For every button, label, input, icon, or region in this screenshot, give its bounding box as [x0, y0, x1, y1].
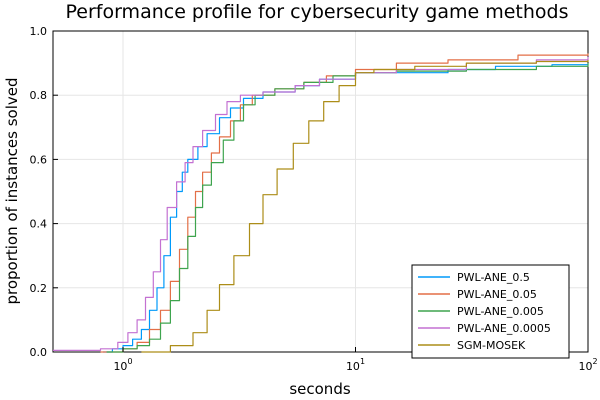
x-axis-label: seconds [289, 380, 350, 398]
x-tick-exponent: 0 [127, 357, 132, 366]
x-tick-label: 100 [113, 357, 132, 373]
y-tick-label: 0.6 [30, 153, 48, 166]
x-tick-exponent: 2 [592, 357, 597, 366]
x-tick-exponent: 1 [360, 357, 365, 366]
legend-label: PWL-ANE_0.0005 [457, 322, 551, 335]
y-tick-label: 0.4 [30, 218, 48, 231]
plot-frame [52, 30, 589, 353]
y-tick-label: 0.0 [30, 346, 48, 359]
series-layer [53, 53, 589, 353]
x-tick-label: 101 [346, 357, 365, 373]
legend: PWL-ANE_0.5 PWL-ANE_0.05 PWL-ANE_0.005 PWL-… [411, 264, 570, 359]
y-tick-label: 0.8 [30, 89, 48, 102]
chart-title: Performance profile for cybersecurity ga… [65, 1, 568, 23]
legend-label: PWL-ANE_0.05 [457, 288, 537, 301]
series-line-5 [141, 59, 589, 353]
legend-label: PWL-ANE_0.005 [457, 305, 544, 318]
y-tick-label: 0.2 [30, 282, 48, 295]
y-axis-label: proportion of instances solved [3, 77, 21, 304]
legend-label: SGM-MOSEK [457, 339, 526, 352]
legend-label: PWL-ANE_0.5 [457, 271, 530, 284]
y-tick-label: 1.0 [30, 25, 48, 38]
x-tick-label: 102 [578, 357, 597, 373]
